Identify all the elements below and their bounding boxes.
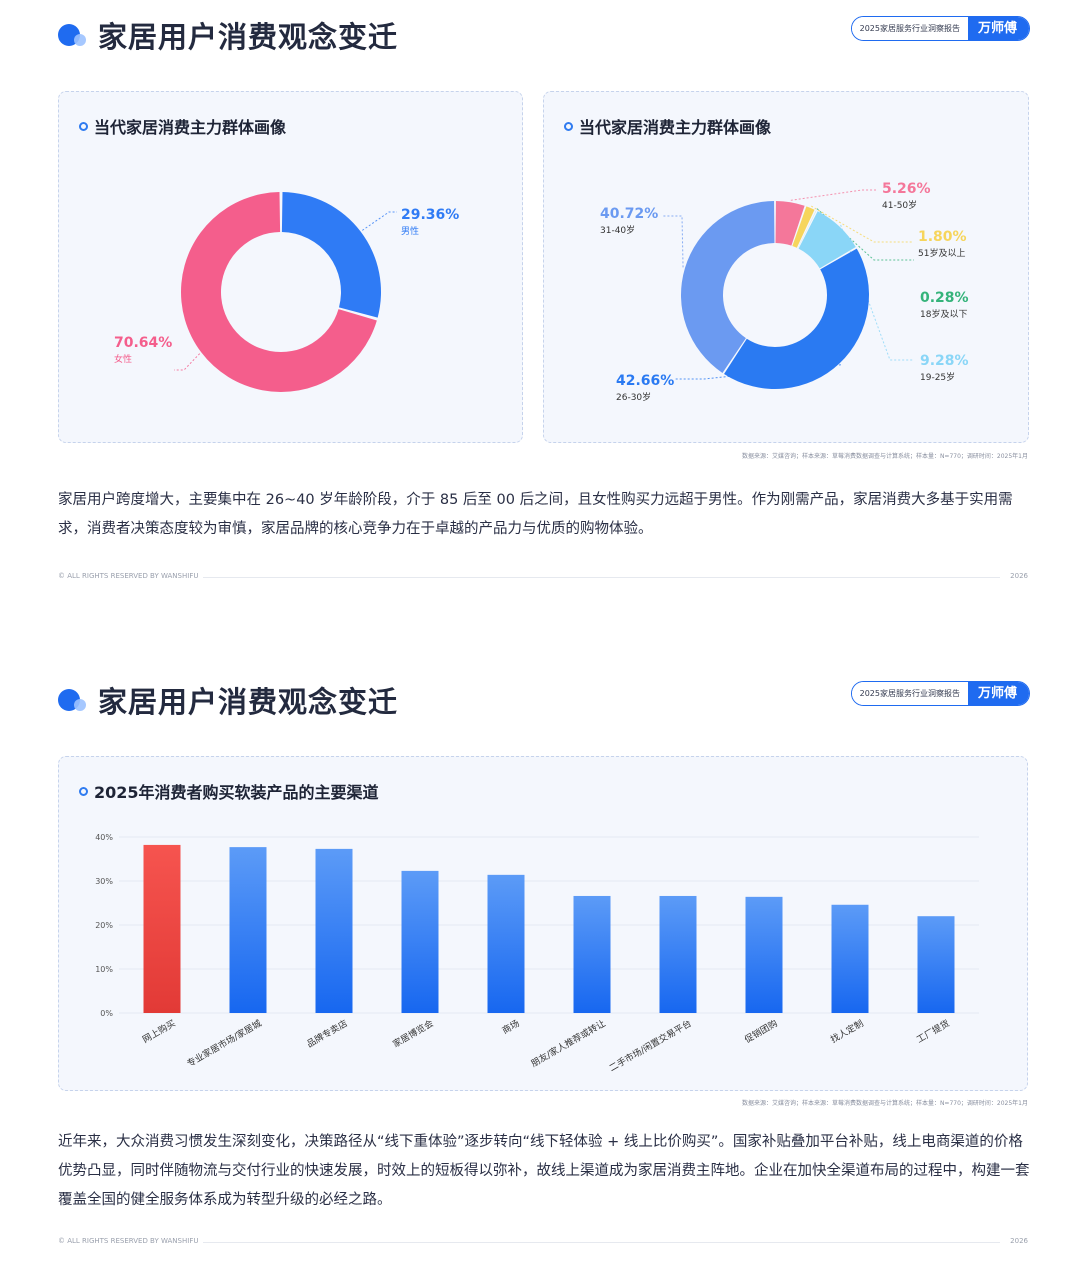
gender-chart-card: 当代家居消费主力群体画像 29.36% 男性 70.64% 女性 xyxy=(58,91,523,443)
slice-category-label: 26-30岁 xyxy=(616,391,651,403)
donut-slice xyxy=(724,248,869,389)
y-tick-label: 40% xyxy=(95,833,113,842)
slice-percent-label: 29.36% xyxy=(401,207,459,223)
data-source-note: 数据来源：艾媒咨询；样本来源：草莓消费数据调查与计算系统；样本量：N=770；调… xyxy=(741,453,1028,460)
donut-slice xyxy=(792,206,815,248)
slice-percent-label: 9.28% xyxy=(920,353,969,369)
y-tick-label: 10% xyxy=(95,965,113,974)
title-ring-icon xyxy=(79,786,88,796)
header-dot-icon xyxy=(58,22,92,48)
page-title: 家居用户消费观念变迁 xyxy=(98,685,399,719)
card-title-text: 2025年消费者购买软装产品的主要渠道 xyxy=(94,783,379,802)
donut-slice xyxy=(798,211,856,269)
x-category-label: 家居博览会 xyxy=(391,1017,436,1050)
badge-report-name: 2025家居服务行业洞察报告 xyxy=(851,17,968,40)
x-category-label: 商场 xyxy=(500,1017,522,1036)
channel-bar xyxy=(917,916,955,1013)
x-category-label: 品牌专卖店 xyxy=(305,1017,350,1050)
leader-line xyxy=(810,205,912,243)
channel-bar xyxy=(831,904,869,1013)
channel-bar xyxy=(315,848,353,1013)
x-category-label: 朋友/家人推荐或转让 xyxy=(529,1017,608,1069)
data-source-note: 数据来源：艾媒咨询；样本来源：草莓消费数据调查与计算系统；样本量：N=770；调… xyxy=(741,1100,1028,1107)
channel-bar xyxy=(745,896,783,1013)
slice-category-label: 女性 xyxy=(114,353,132,365)
y-tick-label: 20% xyxy=(95,921,113,930)
badge-brand-logo: 万师傅 xyxy=(967,682,1029,705)
copyright-text: © ALL RIGHTS RESERVED BY WANSHIFU xyxy=(58,1237,199,1245)
leader-line xyxy=(662,215,684,268)
copyright-text: © ALL RIGHTS RESERVED BY WANSHIFU xyxy=(58,572,199,580)
slice-category-label: 19-25岁 xyxy=(920,371,955,383)
slice-category-label: 男性 xyxy=(401,225,419,237)
channel-bar xyxy=(401,870,439,1013)
leader-line xyxy=(174,353,201,371)
slice-percent-label: 1.80% xyxy=(918,229,967,245)
slice-percent-label: 40.72% xyxy=(600,206,658,222)
report-page-2: 家居用户消费观念变迁 2025家居服务行业洞察报告 万师傅 2025年消费者购买… xyxy=(0,665,1080,1286)
card-title-text: 当代家居消费主力群体画像 xyxy=(94,118,287,137)
footer-divider xyxy=(203,577,1000,578)
channel-bar-chart: 0% 10% 20% 30% 40% 网上购买 专业家居市场/家居城 品牌专卖店 家居博览会 商场… xyxy=(95,833,979,1074)
badge-report-name: 2025家居服务行业洞察报告 xyxy=(851,682,968,705)
page-footer: © ALL RIGHTS RESERVED BY WANSHIFU 2026 xyxy=(58,572,1028,582)
channel-bar xyxy=(573,895,611,1013)
title-ring-icon xyxy=(564,121,573,131)
report-badge: 2025家居服务行业洞察报告 万师傅 xyxy=(850,16,1030,41)
page-header: 家居用户消费观念变迁 xyxy=(58,679,398,721)
slice-percent-label: 0.28% xyxy=(920,290,969,306)
card-title: 当代家居消费主力群体画像 xyxy=(79,114,286,138)
channel-bar xyxy=(487,874,525,1013)
age-donut-chart: 5.26% 41-50岁 1.80% 51岁及以上 0.28% 18岁及以下 9.28% 19… xyxy=(600,181,969,403)
analysis-paragraph: 近年来，大众消费习惯发生深刻变化，决策路径从“线下重体验”逐步转向“线下轻体验 … xyxy=(58,1134,1030,1208)
slice-percent-label: 42.66% xyxy=(616,373,674,389)
x-category-label: 工厂提货 xyxy=(914,1017,951,1045)
slice-category-label: 51岁及以上 xyxy=(918,247,965,259)
donut-slice xyxy=(681,201,775,373)
x-category-label: 促销团购 xyxy=(742,1017,779,1045)
badge-brand-logo: 万师傅 xyxy=(967,17,1029,40)
donut-slice xyxy=(281,192,381,318)
x-category-label: 专业家居市场/家居城 xyxy=(185,1017,264,1069)
age-chart-card: 当代家居消费主力群体画像 5.26% 41-50岁 1.80% 51岁及以上 0.28%… xyxy=(543,91,1029,443)
analysis-paragraph: 家居用户跨度增大，主要集中在 26~40 岁年龄阶段，介于 85 后至 00 后… xyxy=(58,492,1013,537)
channel-bar xyxy=(659,895,697,1013)
footer-divider xyxy=(203,1242,1000,1243)
footer-year: 2026 xyxy=(1010,572,1028,580)
page-footer: © ALL RIGHTS RESERVED BY WANSHIFU 2026 xyxy=(58,1237,1028,1247)
slice-percent-label: 5.26% xyxy=(882,181,931,197)
leader-line xyxy=(674,364,841,380)
leader-line xyxy=(790,189,876,201)
gender-donut-chart: 29.36% 男性 70.64% 女性 xyxy=(114,192,459,392)
slice-category-label: 41-50岁 xyxy=(882,199,917,211)
donut-slice xyxy=(775,201,805,246)
donut-slice xyxy=(181,192,377,392)
leader-line xyxy=(362,211,397,231)
card-title: 2025年消费者购买软装产品的主要渠道 xyxy=(79,779,379,803)
channel-chart-card: 2025年消费者购买软装产品的主要渠道 0% 10% 20% 30% 40% 网上购买 专业… xyxy=(58,756,1028,1091)
card-title: 当代家居消费主力群体画像 xyxy=(564,114,771,138)
card-title-text: 当代家居消费主力群体画像 xyxy=(579,118,772,137)
slice-category-label: 31-40岁 xyxy=(600,224,635,236)
x-category-label: 二手市场/闲置交易平台 xyxy=(607,1017,694,1074)
header-dot-icon xyxy=(58,687,92,713)
slice-percent-label: 70.64% xyxy=(114,335,172,351)
y-tick-label: 30% xyxy=(95,877,113,886)
title-ring-icon xyxy=(79,121,88,131)
page-header: 家居用户消费观念变迁 xyxy=(58,14,398,56)
channel-bar xyxy=(229,847,267,1013)
footer-year: 2026 xyxy=(1010,1237,1028,1245)
report-badge: 2025家居服务行业洞察报告 万师傅 xyxy=(850,681,1030,706)
donut-slice xyxy=(797,210,817,249)
page-title: 家居用户消费观念变迁 xyxy=(98,20,399,54)
report-page-1: 家居用户消费观念变迁 2025家居服务行业洞察报告 万师傅 当代家居消费主力群体… xyxy=(0,0,1080,640)
x-category-label: 网上购买 xyxy=(140,1017,177,1045)
y-tick-label: 0% xyxy=(100,1009,113,1018)
channel-bar xyxy=(143,844,181,1013)
slice-category-label: 18岁及以下 xyxy=(920,308,967,320)
x-category-label: 找人定制 xyxy=(828,1017,865,1045)
